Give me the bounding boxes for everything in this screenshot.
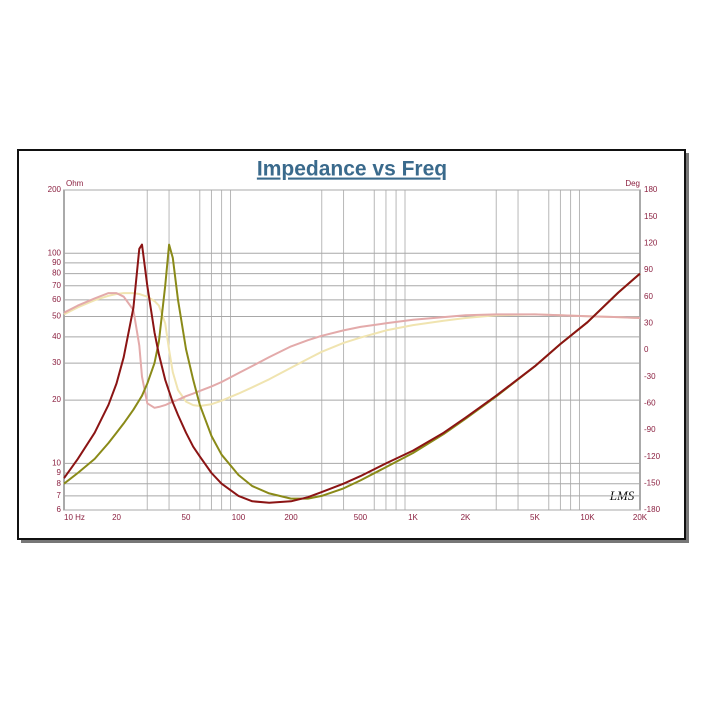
x-tick-label: 500 bbox=[354, 513, 368, 522]
y2-tick-label: -120 bbox=[644, 452, 661, 461]
x-tick-label: 10 Hz bbox=[64, 513, 85, 522]
y2-axis-label: Deg bbox=[625, 179, 640, 188]
y-tick-label: 40 bbox=[52, 332, 61, 341]
y-tick-label: 200 bbox=[48, 185, 62, 194]
y2-tick-label: -150 bbox=[644, 478, 661, 487]
series-line bbox=[63, 243, 641, 504]
x-tick-label: 100 bbox=[232, 513, 246, 522]
y2-tick-label: 180 bbox=[644, 185, 658, 194]
y2-tick-label: 120 bbox=[644, 238, 658, 247]
series-line bbox=[63, 292, 641, 409]
y-tick-label: 6 bbox=[57, 505, 62, 514]
y-tick-label: 80 bbox=[52, 269, 61, 278]
y2-tick-label: -90 bbox=[644, 425, 656, 434]
y-tick-label: 100 bbox=[48, 248, 62, 257]
x-tick-label: 2K bbox=[461, 513, 471, 522]
y-tick-label: 9 bbox=[57, 468, 62, 477]
y-tick-label: 60 bbox=[52, 295, 61, 304]
y2-tick-label: -60 bbox=[644, 398, 656, 407]
y-tick-label: 10 bbox=[52, 458, 61, 467]
y-tick-label: 50 bbox=[52, 312, 61, 321]
y2-tick-label: 60 bbox=[644, 292, 653, 301]
y-axis-label: Ohm bbox=[66, 179, 84, 188]
y-tick-label: 8 bbox=[57, 479, 62, 488]
x-tick-label: 1K bbox=[408, 513, 418, 522]
x-tick-label: 10K bbox=[580, 513, 595, 522]
x-tick-label: 20 bbox=[112, 513, 121, 522]
y-tick-label: 7 bbox=[57, 491, 62, 500]
y-tick-label: 20 bbox=[52, 395, 61, 404]
y2-tick-label: 90 bbox=[644, 265, 653, 274]
x-tick-label: 5K bbox=[530, 513, 540, 522]
y2-tick-label: -30 bbox=[644, 372, 656, 381]
chart-title: Impedance vs Freq bbox=[257, 158, 447, 181]
y-tick-label: 30 bbox=[52, 358, 61, 367]
y2-tick-label: 30 bbox=[644, 318, 653, 327]
y-tick-label: 70 bbox=[52, 281, 61, 290]
x-tick-label: 50 bbox=[182, 513, 191, 522]
y2-tick-label: 0 bbox=[644, 345, 649, 354]
x-tick-label: 20K bbox=[633, 513, 648, 522]
y2-tick-label: 150 bbox=[644, 212, 658, 221]
y2-tick-label: -180 bbox=[644, 505, 661, 514]
y-tick-label: 90 bbox=[52, 258, 61, 267]
x-tick-label: 200 bbox=[284, 513, 298, 522]
